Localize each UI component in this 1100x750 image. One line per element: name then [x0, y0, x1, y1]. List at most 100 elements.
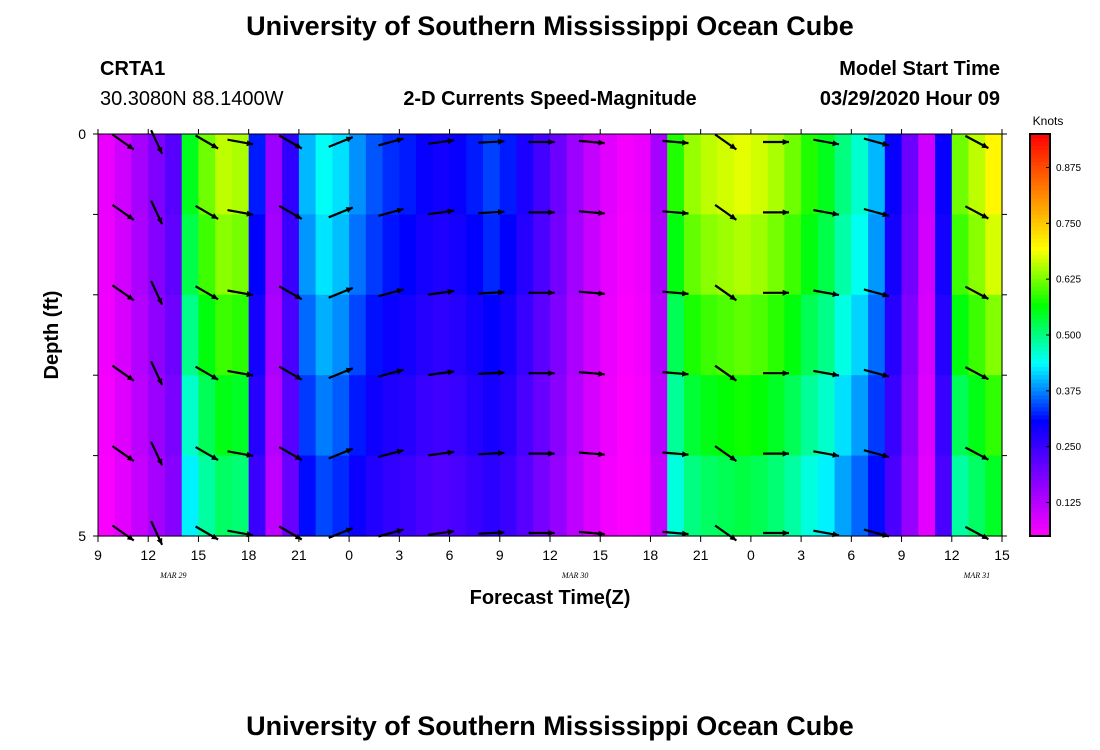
heatmap-cell — [231, 455, 250, 537]
heatmap-cell — [600, 455, 618, 537]
current-arrow — [528, 450, 555, 457]
figure-title-bottom: University of Southern Mississippi Ocean… — [246, 711, 854, 741]
heatmap-cell — [98, 214, 116, 296]
heatmap-cell — [935, 375, 953, 457]
colorbar-swatch — [1030, 415, 1050, 421]
colorbar-swatch — [1030, 302, 1050, 308]
heatmap-cell — [131, 294, 149, 376]
heatmap-cell — [717, 214, 735, 296]
heatmap-cell — [784, 375, 802, 457]
heatmap-cell — [114, 214, 133, 296]
heatmap-cell — [349, 134, 367, 215]
heatmap-cell — [332, 455, 350, 537]
current-arrow — [714, 284, 738, 302]
model-start-label: Model Start Time — [839, 58, 1000, 80]
heatmap-cell — [516, 134, 534, 215]
heatmap-cell — [449, 134, 467, 215]
heatmap-cell — [616, 214, 635, 296]
heatmap-cell — [734, 214, 752, 296]
heatmap-cell — [265, 294, 283, 376]
colorbar-swatch — [1030, 483, 1050, 489]
current-arrow — [578, 139, 605, 146]
heatmap-cell — [817, 134, 836, 215]
heatmap-cell — [265, 214, 283, 296]
colorbar-swatch — [1030, 403, 1050, 408]
colorbar-swatch — [1030, 423, 1050, 429]
colorbar-swatch — [1030, 359, 1050, 364]
current-arrow — [662, 290, 689, 297]
heatmap-cell — [231, 375, 250, 457]
current-arrow — [578, 370, 605, 377]
heatmap-cell — [298, 455, 317, 537]
heatmap-cell — [968, 214, 986, 296]
current-arrow — [150, 441, 164, 466]
current-arrow — [111, 524, 135, 542]
current-arrow — [714, 364, 738, 382]
heatmap-cell — [834, 214, 852, 296]
current-arrow — [278, 446, 303, 462]
colorbar-swatch — [1030, 186, 1050, 191]
heatmap-cell — [432, 134, 451, 215]
heatmap-cell — [164, 455, 183, 537]
colorbar-swatch — [1030, 326, 1050, 332]
current-arrow — [964, 366, 989, 381]
current-arrow — [714, 133, 738, 151]
heatmap-cell — [181, 214, 200, 296]
colorbar-swatch — [1030, 234, 1050, 240]
heatmap-cell — [968, 455, 986, 537]
heatmap-cell — [700, 214, 719, 296]
heatmap-cell — [449, 375, 467, 457]
heatmap-cell — [533, 455, 551, 537]
current-arrow — [578, 451, 605, 458]
heatmap-cell — [499, 455, 518, 537]
x-tick-label: 21 — [693, 547, 709, 563]
heatmap-cell — [483, 294, 501, 376]
x-tick-label: 12 — [944, 547, 960, 563]
current-arrow — [964, 446, 989, 461]
heatmap-cell — [801, 455, 819, 537]
heatmap-cell — [282, 455, 300, 537]
heatmap-cell — [616, 294, 635, 376]
colorbar-swatch — [1030, 431, 1050, 437]
heatmap-cell — [633, 134, 652, 215]
heatmap-cell — [884, 455, 903, 537]
heatmap-cell — [148, 134, 166, 215]
heatmap-cell — [985, 294, 1003, 376]
current-arrow — [528, 209, 555, 216]
heatmap-cell — [817, 214, 836, 296]
current-arrow — [378, 288, 404, 298]
heatmap-cell — [114, 375, 133, 457]
heatmap-cell — [382, 134, 400, 215]
current-arrow — [278, 365, 303, 381]
heatmap-cell — [767, 455, 785, 537]
current-arrow — [478, 369, 505, 376]
current-arrow — [111, 284, 135, 302]
current-arrow — [328, 136, 354, 148]
heatmap-cell — [583, 455, 601, 537]
heatmap-cell — [533, 214, 551, 296]
x-tick-label: 18 — [643, 547, 659, 563]
heatmap-cell — [98, 375, 116, 457]
heatmap-cell — [801, 294, 819, 376]
current-arrow — [714, 204, 738, 221]
heatmap-cell — [265, 375, 283, 457]
heatmap-cell — [935, 214, 953, 296]
current-arrow — [378, 448, 404, 459]
colorbar-swatch — [1030, 339, 1050, 344]
heatmap-cell — [633, 294, 652, 376]
heatmap-cell — [332, 375, 350, 457]
heatmap-cell — [683, 294, 702, 376]
heatmap-cell — [248, 134, 267, 215]
colorbar-swatch — [1030, 347, 1050, 352]
heatmap-cell — [550, 134, 568, 215]
heatmap-cell — [951, 455, 970, 537]
heatmap-cell — [466, 375, 484, 457]
colorbar-swatch — [1030, 355, 1050, 360]
current-arrow — [428, 208, 455, 216]
x-tick-label: 12 — [542, 547, 558, 563]
heatmap-cell — [416, 134, 434, 215]
heatmap-cell — [633, 455, 652, 537]
heatmap-cell — [332, 134, 350, 215]
date-label: MAR 30 — [561, 571, 588, 580]
current-arrow — [528, 289, 555, 296]
